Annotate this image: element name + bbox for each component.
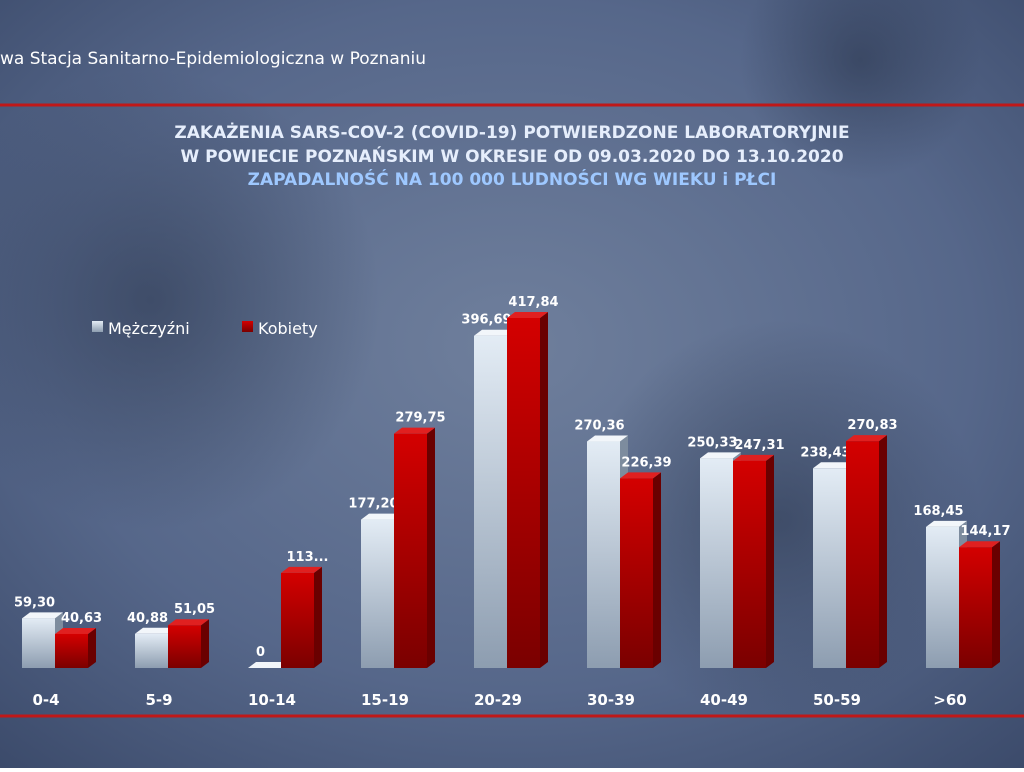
- chart-title: ZAKAŻENIA SARS-COV-2 (COVID-19) POTWIERD…: [174, 121, 849, 143]
- bar-top: [474, 329, 515, 336]
- value-label: 113...: [287, 550, 329, 565]
- legend-label: Mężczyźni: [108, 319, 190, 338]
- value-label: 238,43: [800, 445, 850, 460]
- value-label: 168,45: [913, 504, 963, 519]
- bar-side: [427, 427, 435, 668]
- bar: [361, 519, 394, 668]
- bar: [926, 526, 959, 668]
- bar-side: [314, 566, 322, 668]
- value-label: 177,20: [348, 497, 398, 512]
- bar: [474, 335, 507, 668]
- value-label: 250,33: [687, 435, 737, 450]
- bar: [168, 625, 201, 668]
- bar: [55, 633, 88, 668]
- bar-top: [22, 612, 63, 619]
- x-tick-label: 0-4: [32, 691, 59, 709]
- x-tick-label: 5-9: [145, 691, 172, 709]
- value-label: 59,30: [14, 595, 55, 610]
- value-label: 40,63: [61, 611, 102, 626]
- bar-top: [361, 513, 402, 520]
- value-label: 396,69: [461, 313, 511, 328]
- bar-top: [281, 566, 322, 573]
- bar-top: [135, 627, 176, 634]
- bar-top: [587, 435, 628, 442]
- value-label: 51,05: [174, 602, 215, 617]
- value-label: 144,17: [960, 524, 1010, 539]
- x-tick-label: 40-49: [700, 691, 748, 709]
- value-label: 417,84: [508, 295, 558, 310]
- header-text: wa Stacja Sanitarno-Epidemiologiczna w P…: [0, 49, 426, 69]
- bar-top: [959, 541, 1000, 548]
- x-tick-label: 30-39: [587, 691, 635, 709]
- bar: [22, 618, 55, 668]
- bar-top: [55, 627, 96, 634]
- x-tick-label: 15-19: [361, 691, 409, 709]
- bar: [281, 572, 314, 668]
- bar-side: [992, 541, 1000, 668]
- bar-side: [766, 454, 774, 668]
- legend-label: Kobiety: [258, 319, 318, 338]
- bar: [959, 547, 992, 668]
- bar-top: [700, 452, 741, 459]
- chart-title: W POWIECIE POZNAŃSKIM W OKRESIE OD 09.03…: [180, 145, 843, 167]
- bar-top: [733, 454, 774, 461]
- bar: [700, 458, 733, 668]
- bar: [587, 441, 620, 668]
- virus-shape: [0, 70, 380, 530]
- value-label: 279,75: [395, 411, 445, 426]
- bar: [620, 478, 653, 668]
- bar: [507, 318, 540, 668]
- bar: [135, 633, 168, 668]
- bar: [733, 460, 766, 668]
- x-tick-label: 20-29: [474, 691, 522, 709]
- value-label: 40,88: [127, 611, 168, 626]
- value-label: 226,39: [621, 455, 671, 470]
- bar-top: [248, 662, 289, 668]
- x-tick-label: 50-59: [813, 691, 861, 709]
- virus-shape: [740, 0, 980, 180]
- value-label: 270,83: [847, 418, 897, 433]
- value-label: 270,36: [574, 419, 624, 434]
- bar-side: [540, 312, 548, 668]
- bar-side: [201, 619, 209, 668]
- bar-top: [394, 427, 435, 434]
- bar-top: [846, 435, 887, 442]
- legend-swatch: [92, 321, 103, 332]
- bar-side: [653, 472, 661, 668]
- x-tick-label: >60: [933, 691, 966, 709]
- bar-top: [507, 312, 548, 318]
- value-label: 0: [256, 645, 265, 660]
- bar: [813, 468, 846, 668]
- x-tick-label: 10-14: [248, 691, 296, 709]
- bar-side: [879, 435, 887, 668]
- legend-swatch: [242, 321, 253, 332]
- bar-top: [926, 520, 967, 527]
- bar: [846, 441, 879, 668]
- chart-subtitle: ZAPADALNOŚĆ NA 100 000 LUDNOŚCI WG WIEKU…: [248, 168, 777, 190]
- bar-top: [813, 462, 854, 469]
- bar-top: [168, 619, 209, 626]
- value-label: 247,31: [734, 438, 784, 453]
- bar-side: [88, 627, 96, 668]
- bar: [394, 433, 427, 668]
- bar-top: [620, 472, 661, 479]
